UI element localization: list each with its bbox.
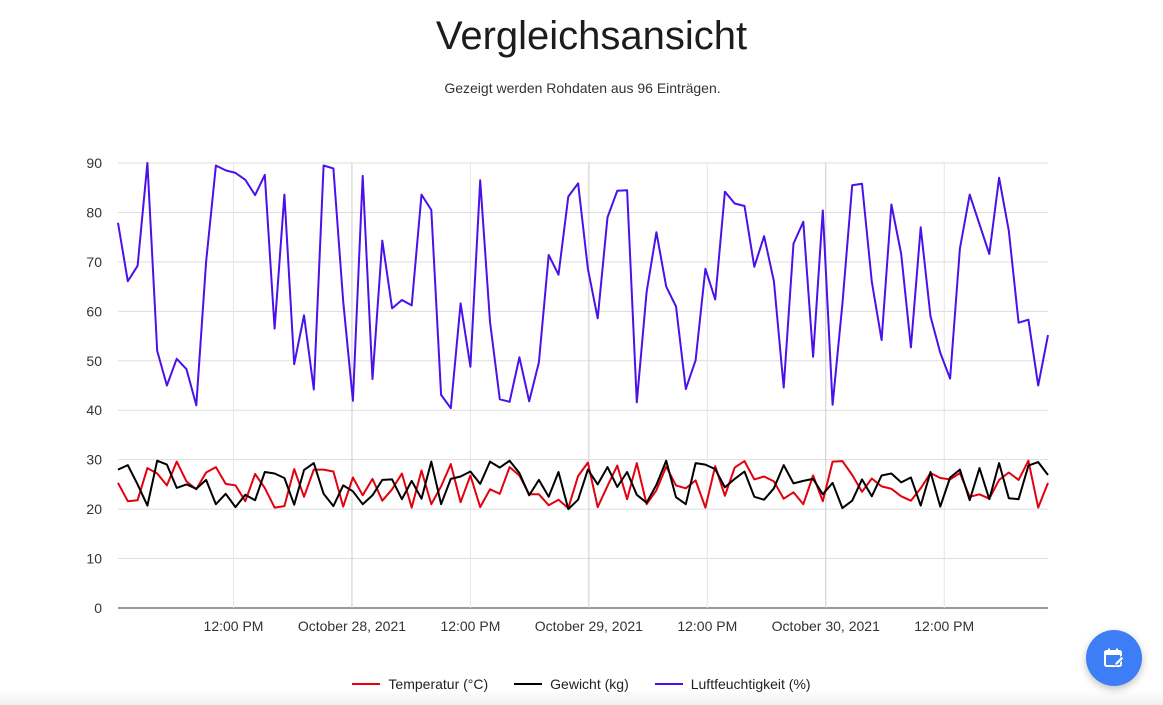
y-tick-label: 30 bbox=[86, 452, 102, 468]
x-tick-label: 12:00 PM bbox=[677, 618, 737, 634]
y-tick-label: 60 bbox=[86, 303, 102, 319]
series-lines bbox=[117, 162, 1049, 511]
date-range-button[interactable] bbox=[1086, 630, 1142, 686]
series-line-humidity[interactable] bbox=[117, 162, 1049, 410]
page-subtitle: Gezeigt werden Rohdaten aus 96 Einträgen… bbox=[444, 80, 721, 96]
legend-label-humidity: Luftfeuchtigkeit (%) bbox=[690, 676, 811, 692]
calendar-edit-icon bbox=[1104, 648, 1125, 667]
chart-legend: Temperatur (°C) Gewicht (kg) Luftfeuchti… bbox=[0, 676, 1163, 692]
page-title: Vergleichsansicht bbox=[435, 14, 748, 58]
y-tick-label: 80 bbox=[86, 204, 102, 220]
legend-swatch-temperature bbox=[352, 683, 381, 685]
x-tick-label: October 28, 2021 bbox=[298, 618, 406, 634]
y-tick-label: 90 bbox=[86, 155, 102, 171]
legend-item-temperature[interactable]: Temperatur (°C) bbox=[352, 676, 488, 692]
legend-swatch-humidity bbox=[654, 683, 683, 685]
axis-ticks: 0 10 20 30 40 50 60 70 80 90 12:00 PM October 28, 2… bbox=[86, 155, 974, 634]
y-tick-label: 40 bbox=[86, 402, 102, 418]
series-line-temperature[interactable] bbox=[117, 459, 1049, 510]
y-tick-label: 20 bbox=[86, 501, 102, 517]
legend-item-weight[interactable]: Gewicht (kg) bbox=[514, 676, 629, 692]
legend-swatch-weight bbox=[514, 683, 543, 685]
series-line-weight[interactable] bbox=[117, 459, 1049, 511]
legend-label-weight: Gewicht (kg) bbox=[550, 676, 629, 692]
x-tick-label: October 30, 2021 bbox=[772, 618, 880, 634]
x-tick-label: October 29, 2021 bbox=[535, 618, 643, 634]
legend-item-humidity[interactable]: Luftfeuchtigkeit (%) bbox=[654, 676, 811, 692]
x-tick-label: 12:00 PM bbox=[914, 618, 974, 634]
x-tick-label: 12:00 PM bbox=[440, 618, 500, 634]
x-tick-label: 12:00 PM bbox=[204, 618, 264, 634]
y-tick-label: 10 bbox=[86, 551, 102, 567]
y-tick-label: 50 bbox=[86, 353, 102, 369]
y-tick-label: 70 bbox=[86, 254, 102, 270]
bottom-shadow bbox=[0, 690, 1163, 705]
y-tick-label: 0 bbox=[94, 600, 102, 616]
legend-label-temperature: Temperatur (°C) bbox=[388, 676, 489, 692]
